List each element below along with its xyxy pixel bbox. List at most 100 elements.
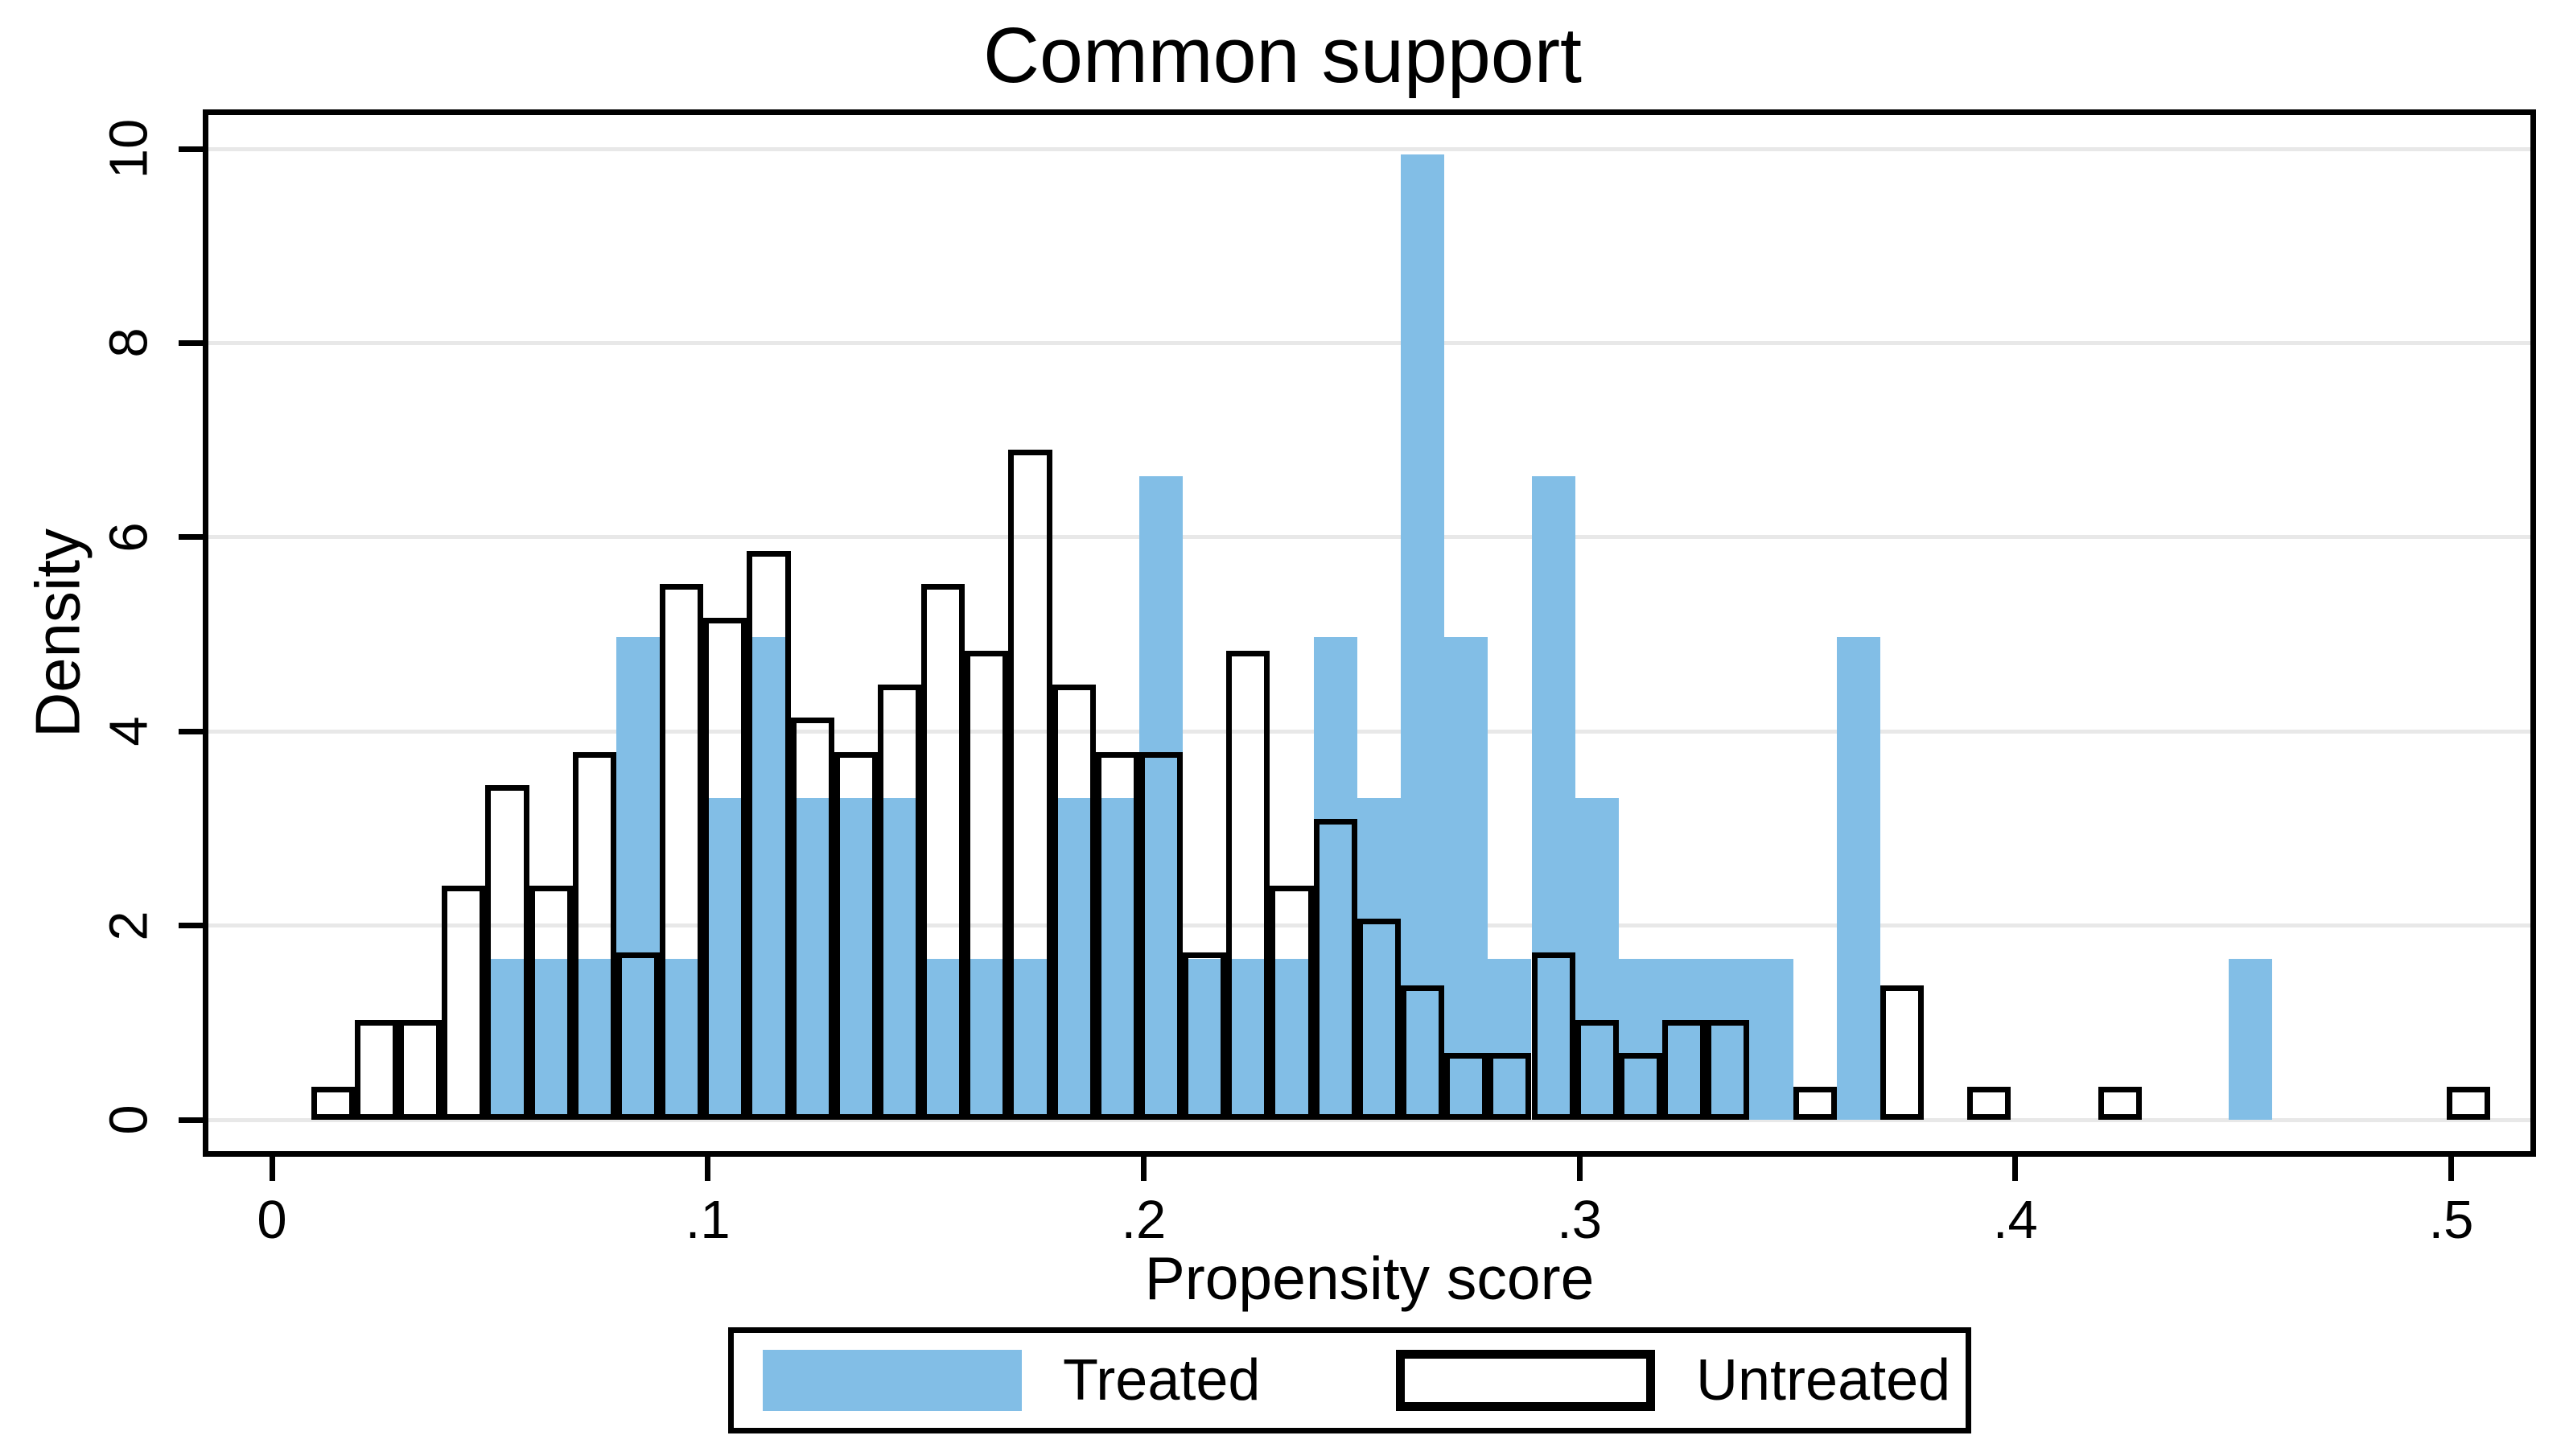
untreated-bar <box>1793 1086 1837 1120</box>
untreated-bar <box>311 1086 355 1120</box>
x-tick <box>2448 1157 2454 1181</box>
untreated-bar <box>790 718 834 1120</box>
untreated-bar <box>1052 685 1096 1120</box>
treated-bar <box>616 637 661 1120</box>
untreated-bar <box>442 886 486 1120</box>
treated-bar <box>1749 958 1793 1120</box>
untreated-bar <box>1488 1052 1532 1120</box>
x-tick <box>1140 1157 1147 1181</box>
plot-border-bottom <box>203 1151 2536 1157</box>
untreated-bar <box>616 952 661 1120</box>
treated-bar <box>1183 958 1227 1120</box>
x-tick-label: .5 <box>2428 1190 2474 1250</box>
plot-border-right <box>2530 109 2536 1157</box>
untreated-bar <box>572 751 616 1120</box>
untreated-bar <box>1444 1052 1488 1120</box>
untreated-bar <box>2098 1086 2142 1120</box>
treated-bar <box>1836 637 1880 1120</box>
untreated-bar <box>398 1019 443 1120</box>
untreated-bar <box>1138 751 1184 1120</box>
treated-bar <box>1706 958 1750 1120</box>
treated-bar <box>921 958 965 1120</box>
y-tick-label: 4 <box>98 716 159 747</box>
x-tick <box>705 1157 711 1181</box>
x-tick <box>269 1157 275 1181</box>
untreated-bar <box>1706 1019 1750 1120</box>
treated-bar <box>1618 958 1662 1120</box>
x-tick-label: 0 <box>257 1190 287 1250</box>
plot-border-left <box>203 109 208 1157</box>
plot-border-top <box>203 109 2536 115</box>
y-tick-label: 8 <box>98 327 159 359</box>
y-tick-label: 10 <box>98 118 159 179</box>
treated-bar <box>1357 798 1401 1120</box>
y-gridline <box>208 535 2530 540</box>
untreated-bar <box>1095 751 1139 1120</box>
treated-bar <box>790 798 834 1120</box>
untreated-bar <box>877 685 922 1120</box>
untreated-bar <box>354 1019 399 1120</box>
x-tick <box>1576 1157 1583 1181</box>
untreated-bar <box>1531 952 1575 1120</box>
treated-bar <box>1313 637 1357 1120</box>
treated-bar <box>660 958 704 1120</box>
y-gridline <box>208 340 2530 345</box>
y-gridline <box>208 1117 2530 1122</box>
treated-bar <box>1095 798 1139 1120</box>
y-axis-title: Density <box>22 528 93 738</box>
treated-bar <box>1531 475 1575 1120</box>
y-tick-label: 2 <box>98 910 159 941</box>
y-gridline <box>208 146 2530 151</box>
treated-bar <box>1575 798 1619 1120</box>
y-tick <box>179 339 203 346</box>
treated-bar <box>965 958 1009 1120</box>
legend: Treated Untreated <box>728 1327 1971 1433</box>
y-tick <box>179 146 203 152</box>
x-axis-title: Propensity score <box>1144 1244 1595 1312</box>
untreated-bar <box>834 751 878 1120</box>
untreated-bar <box>921 583 965 1120</box>
y-tick <box>179 923 203 929</box>
x-tick-label: .1 <box>685 1190 731 1250</box>
untreated-bar <box>529 886 573 1120</box>
treated-bar <box>1444 637 1488 1120</box>
untreated-bar <box>1662 1019 1707 1120</box>
treated-bar <box>572 958 616 1120</box>
treated-bar <box>703 798 747 1120</box>
treated-bar <box>1052 798 1096 1120</box>
treated-bar <box>1488 958 1532 1120</box>
treated-bar <box>529 958 573 1120</box>
untreated-bar <box>703 617 747 1120</box>
untreated-bar <box>1008 450 1052 1120</box>
untreated-bar <box>1618 1052 1662 1120</box>
untreated-bar <box>1183 952 1227 1120</box>
x-tick-label: .3 <box>1557 1190 1603 1250</box>
untreated-bar <box>1226 651 1270 1120</box>
y-tick <box>179 1117 203 1123</box>
x-tick <box>2012 1157 2019 1181</box>
untreated-legend-label: Untreated <box>1696 1348 1951 1413</box>
untreated-bar <box>660 583 704 1120</box>
treated-bar <box>834 798 878 1120</box>
untreated-swatch <box>1396 1350 1655 1411</box>
y-gridline <box>208 729 2530 734</box>
untreated-bar <box>1357 919 1401 1120</box>
treated-bar <box>2229 958 2273 1120</box>
treated-bar <box>747 637 791 1120</box>
treated-bar <box>1008 958 1052 1120</box>
x-tick-label: .2 <box>1121 1190 1167 1250</box>
untreated-bar <box>485 784 529 1120</box>
treated-bar <box>1662 958 1707 1120</box>
treated-bar <box>1226 958 1270 1120</box>
untreated-bar <box>1270 886 1314 1120</box>
y-tick-label: 0 <box>98 1104 159 1135</box>
treated-swatch <box>763 1350 1022 1411</box>
untreated-bar <box>747 550 791 1120</box>
untreated-bar <box>1313 818 1357 1120</box>
y-tick-label: 6 <box>98 522 159 553</box>
untreated-bar <box>1401 985 1445 1120</box>
x-tick-label: .4 <box>1992 1190 2038 1250</box>
untreated-bar <box>1879 985 1925 1120</box>
treated-bar <box>485 958 529 1120</box>
